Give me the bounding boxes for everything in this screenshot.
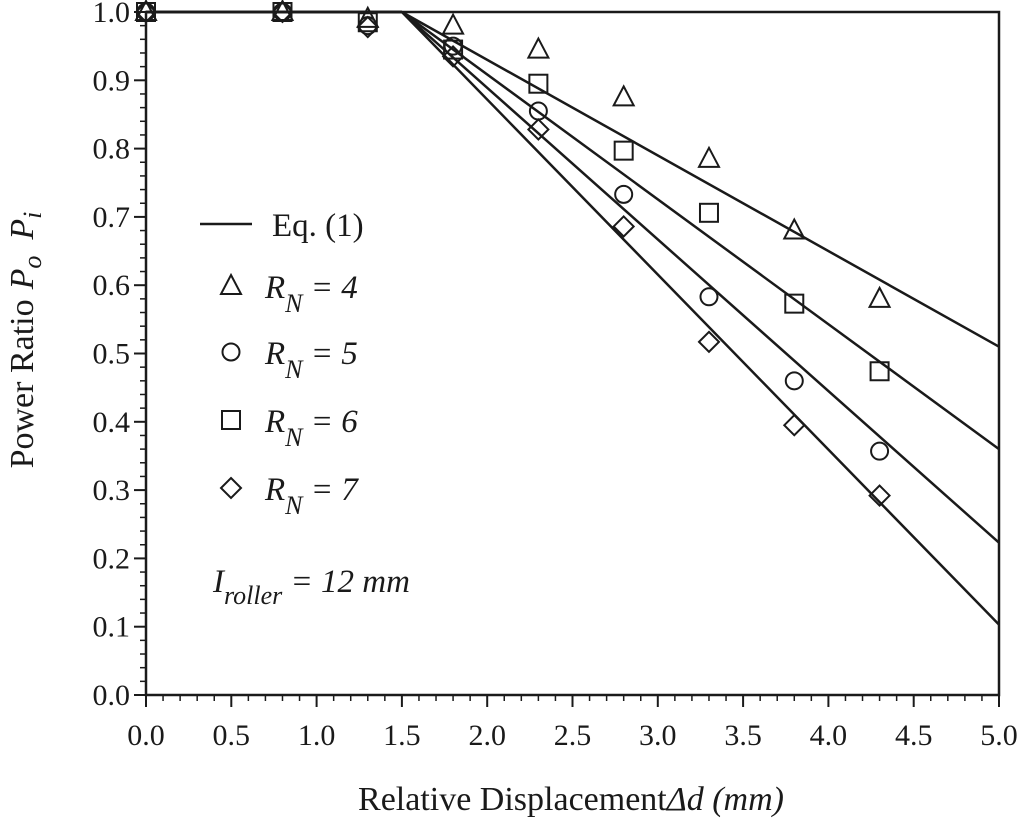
y-axis-symbol-po: P xyxy=(4,269,41,291)
x-tick-label: 1.0 xyxy=(298,719,336,752)
roller-annotation: Iroller = 12 mm xyxy=(212,564,410,610)
y-axis-symbol-pi: P xyxy=(4,219,41,241)
annotation-main: I xyxy=(212,564,226,600)
marker-diamond xyxy=(134,0,158,24)
y-axis-sub-i: i xyxy=(18,212,47,219)
y-tick-labels: 0.0 0.1 0.2 0.3 0.4 0.5 0.6 0.7 0.8 0.9 1.0 xyxy=(93,0,131,712)
marker-diamond xyxy=(526,118,550,141)
x-tick-label: 0.0 xyxy=(127,719,165,752)
data-markers xyxy=(134,0,892,507)
legend-marker-triangle xyxy=(219,272,243,295)
x-tick-labels: 0.0 0.5 1.0 1.5 2.0 2.5 3.0 3.5 4.0 4.5 5.0 xyxy=(127,719,1018,752)
x-tick-label: 3.0 xyxy=(639,719,677,752)
x-tick-label: 5.0 xyxy=(980,719,1018,752)
marker-square xyxy=(784,293,805,314)
marker-circle xyxy=(870,441,890,461)
fit-line-circle xyxy=(401,11,1000,544)
fit-line-diamond xyxy=(401,11,1000,626)
y-tick-label: 0.2 xyxy=(93,542,131,575)
legend-label-square: RN = 6 xyxy=(264,404,358,452)
marker-triangle xyxy=(441,12,465,35)
marker-diamond xyxy=(441,44,465,68)
legend-label-eq1: Eq. (1) xyxy=(272,208,364,244)
marker-diamond xyxy=(356,15,380,39)
annotation-sub: roller xyxy=(224,581,283,610)
y-axis-title: Power RatioPoPi xyxy=(4,212,47,469)
marker-square xyxy=(613,140,634,161)
marker-diamond xyxy=(697,330,721,354)
x-tick-label: 1.5 xyxy=(383,719,421,752)
fit-line-square xyxy=(401,10,1000,451)
x-axis-symbol: Δd (mm) xyxy=(665,781,784,818)
legend-marker-circle xyxy=(221,342,241,362)
annotation-tail: = 12 mm xyxy=(282,564,410,600)
x-tick-label: 4.5 xyxy=(895,719,933,752)
x-axis-label: Relative Displacement xyxy=(358,781,667,818)
y-axis-label: Power Ratio xyxy=(4,299,41,468)
marker-diamond xyxy=(868,484,891,507)
marker-triangle xyxy=(697,145,721,168)
marker-triangle xyxy=(526,36,551,59)
marker-square xyxy=(443,39,464,60)
y-tick-label: 0.1 xyxy=(93,611,131,644)
marker-triangle xyxy=(867,285,892,308)
marker-square xyxy=(357,12,378,33)
y-tick-label: 1.0 xyxy=(93,0,131,29)
y-tick-label: 0.7 xyxy=(93,201,131,234)
marker-triangle xyxy=(356,5,380,28)
marker-circle xyxy=(614,184,634,204)
x-tick-label: 2.5 xyxy=(554,719,592,752)
legend-marker-diamond xyxy=(219,476,243,500)
y-tick-label: 0.3 xyxy=(93,474,131,507)
y-tick-label: 0.9 xyxy=(93,64,131,97)
marker-circle xyxy=(784,371,804,391)
x-tick-label: 4.0 xyxy=(810,719,848,752)
marker-square xyxy=(869,361,890,382)
fit-lines xyxy=(146,10,1000,626)
marker-triangle xyxy=(782,217,806,240)
legend-series: RN = 4 RN = 5 RN = 6 RN = 7 xyxy=(219,270,359,520)
legend-label-triangle: RN = 4 xyxy=(264,270,358,318)
x-tick-label: 2.0 xyxy=(468,719,506,752)
marker-diamond xyxy=(271,0,294,24)
marker-triangle xyxy=(612,84,636,107)
legend-label-circle: RN = 5 xyxy=(264,336,358,384)
y-tick-label: 0.5 xyxy=(93,338,131,371)
y-tick-label: 0.0 xyxy=(93,679,131,712)
y-axis-sub-o: o xyxy=(18,256,47,269)
marker-square xyxy=(528,73,549,94)
x-tick-label: 3.5 xyxy=(724,719,762,752)
fit-line-triangle xyxy=(401,10,1000,348)
y-tick-label: 0.4 xyxy=(93,406,131,439)
minor-ticks xyxy=(140,24,983,701)
x-axis-title: Relative DisplacementΔd (mm) xyxy=(358,781,784,818)
marker-diamond xyxy=(782,413,806,437)
y-tick-label: 0.8 xyxy=(93,133,131,166)
legend-marker-square xyxy=(221,410,241,430)
legend: Eq. (1) RN = 4 RN = 5 RN = 6 RN = 7 xyxy=(200,208,364,520)
marker-circle xyxy=(699,287,719,307)
marker-square xyxy=(698,202,719,223)
legend-label-diamond: RN = 7 xyxy=(264,472,359,520)
y-tick-label: 0.6 xyxy=(93,269,131,302)
x-tick-label: 0.5 xyxy=(213,719,251,752)
marker-diamond xyxy=(612,215,636,238)
